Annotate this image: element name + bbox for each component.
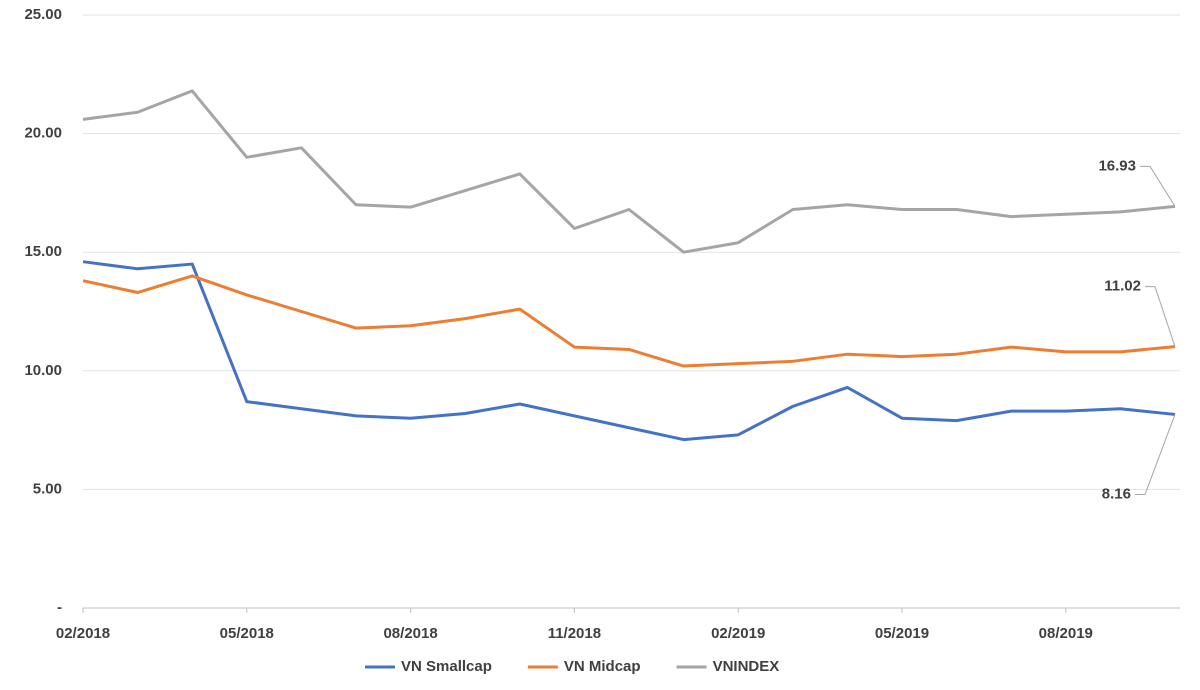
- y-tick-label: 15.00: [24, 243, 62, 260]
- data-label: 11.02: [1104, 278, 1141, 295]
- series-line: [82, 89, 1176, 254]
- legend-label: VNINDEX: [713, 658, 780, 675]
- legend-label: VN Smallcap: [401, 658, 492, 675]
- legend-label: VN Midcap: [564, 658, 641, 675]
- series-line: [82, 274, 1176, 368]
- x-tick-label: 05/2018: [220, 625, 274, 642]
- y-tick-label: 10.00: [24, 362, 62, 379]
- label-leader: [1135, 414, 1176, 495]
- label-leader: [1140, 165, 1176, 207]
- data-label: 16.93: [1098, 157, 1136, 174]
- data-label: 8.16: [1102, 485, 1131, 502]
- x-tick-label: 05/2019: [875, 625, 929, 642]
- x-tick-label: 02/2019: [711, 625, 765, 642]
- y-tick-label: 25.00: [24, 6, 62, 23]
- label-leader: [1145, 286, 1176, 347]
- x-tick-label: 08/2019: [1039, 625, 1093, 642]
- series-line: [82, 260, 1176, 442]
- y-tick-label: 20.00: [24, 125, 62, 142]
- x-tick-label: 08/2018: [383, 625, 437, 642]
- x-tick-label: 02/2018: [56, 625, 110, 642]
- y-tick-label: -: [57, 599, 62, 616]
- x-tick-label: 11/2018: [548, 625, 601, 642]
- y-tick-label: 5.00: [33, 480, 62, 497]
